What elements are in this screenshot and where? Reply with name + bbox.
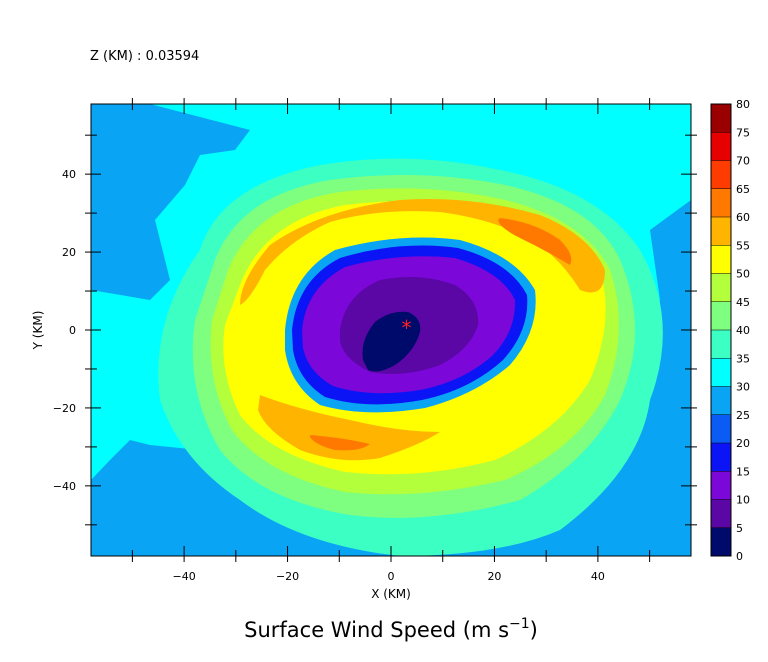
colorbar-swatch <box>711 245 731 274</box>
colorbar-label: 80 <box>736 98 750 111</box>
x-axis-ticks: −40 −20 0 20 40 <box>131 98 651 583</box>
main-title-text: Surface Wind Speed (m s <box>244 618 509 642</box>
colorbar-swatch <box>711 414 731 443</box>
colorbar-swatch <box>711 104 731 133</box>
colorbar-label: 40 <box>736 324 750 337</box>
colorbar-swatch <box>711 273 731 302</box>
colorbar-label: 0 <box>736 550 743 563</box>
colorbar-label: 50 <box>736 268 750 281</box>
x-tick-label: −20 <box>276 570 299 583</box>
storm-center-marker: * <box>402 316 412 340</box>
x-tick-label: −40 <box>172 570 195 583</box>
y-tick-label: −40 <box>53 480 76 493</box>
colorbar-swatch <box>711 443 731 472</box>
colorbar-label: 25 <box>736 409 750 422</box>
main-title-close: ) <box>530 618 538 642</box>
y-tick-label: 40 <box>62 168 76 181</box>
colorbar-swatch <box>711 471 731 500</box>
colorbar-swatch <box>711 358 731 387</box>
colorbar-label: 15 <box>736 465 750 478</box>
x-tick-label: 0 <box>388 570 395 583</box>
colorbar-label: 45 <box>736 296 750 309</box>
colorbar-label: 10 <box>736 494 750 507</box>
colorbar-swatch <box>711 330 731 359</box>
contour-level-eye <box>362 311 421 372</box>
y-axis-ticks: −40 −20 0 20 40 <box>53 134 697 526</box>
colorbar-swatch <box>711 301 731 330</box>
colorbar-swatch <box>711 499 731 528</box>
colorbar-label: 60 <box>736 211 750 224</box>
colorbar: 0 5 10 15 20 25 30 35 40 45 50 55 60 65 70 75 80 <box>710 98 750 563</box>
y-tick-label: 0 <box>69 324 76 337</box>
x-axis-title: X (KM) <box>371 587 411 601</box>
colorbar-swatch <box>711 188 731 217</box>
colorbar-swatch <box>711 386 731 415</box>
colorbar-label: 20 <box>736 437 750 450</box>
main-title: Surface Wind Speed (m s−1) <box>244 616 538 642</box>
contour-plot <box>91 104 691 556</box>
colorbar-swatch <box>711 527 731 556</box>
colorbar-label: 55 <box>736 239 750 252</box>
height-header: Z (KM) : 0.03594 <box>90 49 199 64</box>
y-tick-label: −20 <box>53 402 76 415</box>
contour-level-55-60-sw <box>310 435 370 451</box>
colorbar-label: 35 <box>736 352 750 365</box>
x-tick-label: 40 <box>591 570 605 583</box>
colorbar-label: 30 <box>736 381 750 394</box>
main-title-superscript: −1 <box>509 616 530 632</box>
colorbar-label: 75 <box>736 126 750 139</box>
y-tick-label: 20 <box>62 246 76 259</box>
colorbar-swatch <box>711 160 731 189</box>
colorbar-label: 70 <box>736 155 750 168</box>
contour-level-55-60-ne <box>498 218 572 265</box>
y-axis-title: Y (KM) <box>31 311 45 351</box>
contour-level-50-55-sw <box>258 395 440 461</box>
colorbar-swatch <box>711 217 731 246</box>
colorbar-label: 5 <box>736 522 743 535</box>
x-tick-label: 20 <box>487 570 501 583</box>
colorbar-swatch <box>711 132 731 161</box>
colorbar-label: 65 <box>736 183 750 196</box>
